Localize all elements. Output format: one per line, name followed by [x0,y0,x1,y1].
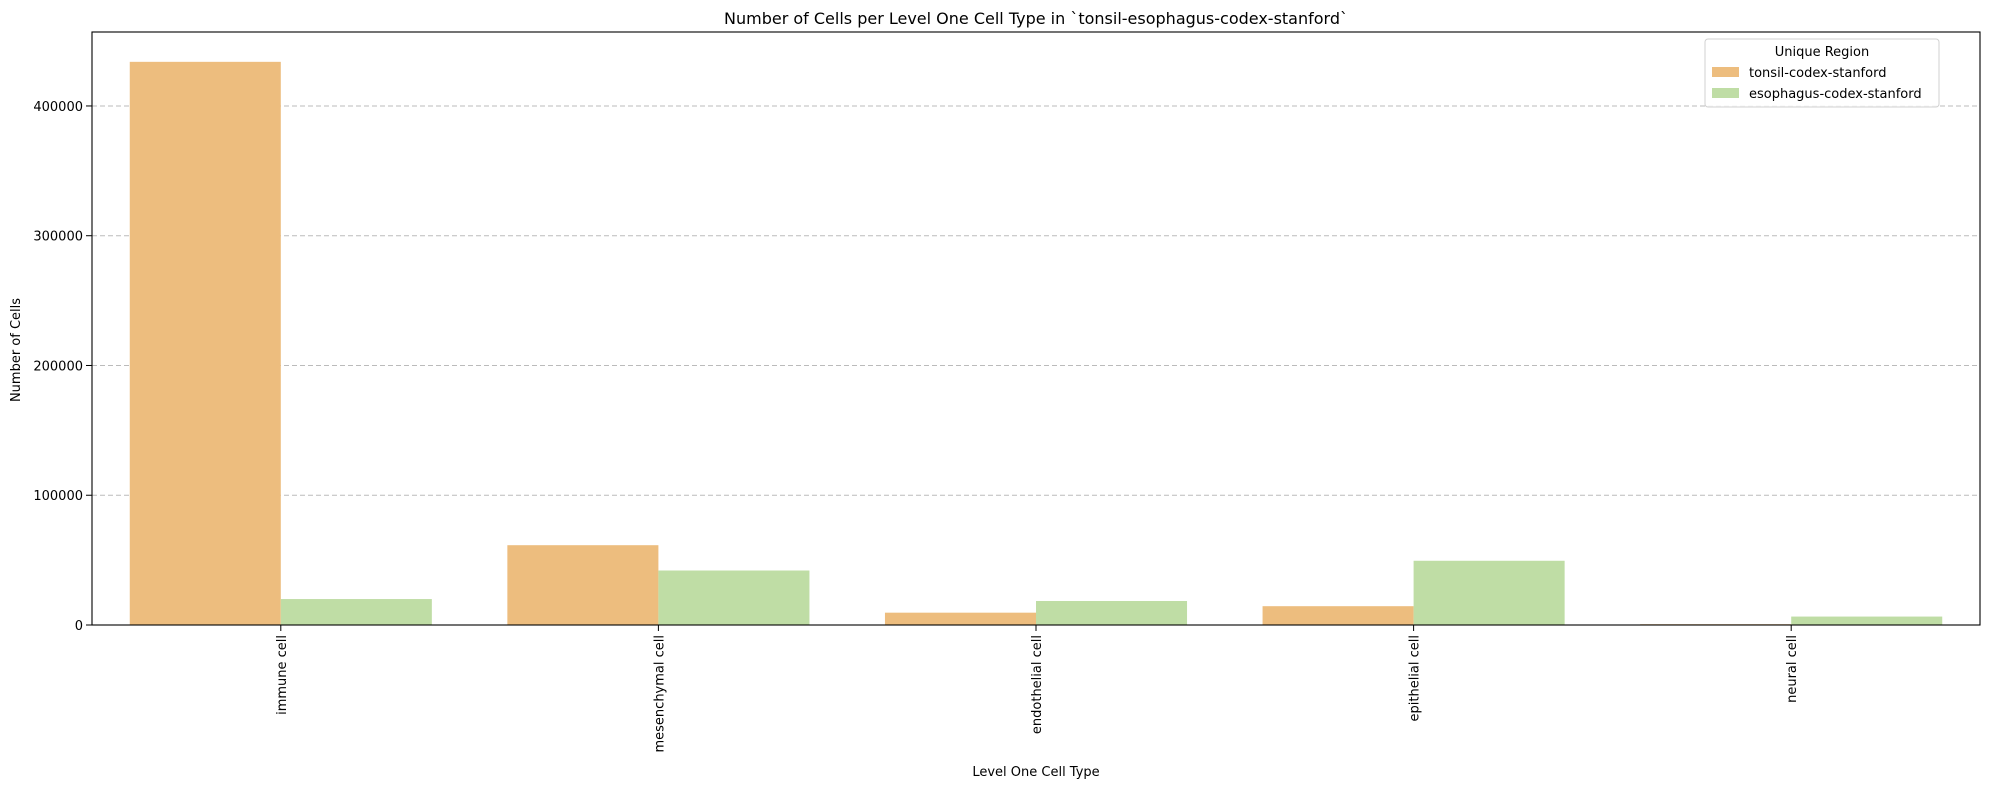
bar-esophagus-endothelial-cell [1036,600,1188,625]
bar-tonsil-epithelial-cell [1262,606,1414,625]
bars [129,61,1943,625]
y-tick-label: 300000 [33,230,83,245]
y-tick-label: 400000 [33,100,83,115]
plot-frame [91,31,1981,626]
bar-tonsil-immune-cell [129,61,281,625]
bar-esophagus-neural-cell [1791,616,1943,625]
axes: 0 100000 200000 300000 400000 immune cell mese… [33,31,1981,753]
x-tick-label: mesenchymal cell [652,635,667,753]
legend-label-tonsil: tonsil-codex-stanford [1749,66,1886,81]
legend-frame [1704,38,1940,108]
x-tick-label: epithelial cell [1408,635,1423,722]
legend-swatch-tonsil [1712,67,1739,77]
bar-esophagus-immune-cell [280,599,432,625]
y-tick-label: 200000 [33,359,83,374]
legend-swatch-esophagus [1712,88,1739,98]
legend: Unique Region tonsil-codex-stanford esop… [1704,38,1940,108]
bar-esophagus-mesenchymal-cell [658,570,810,625]
bar-tonsil-mesenchymal-cell [507,545,659,625]
x-axis-label: Level One Cell Type [972,765,1099,780]
bar-esophagus-epithelial-cell [1413,560,1565,625]
legend-title: Unique Region [1775,45,1870,60]
grid [92,105,1980,496]
legend-label-esophagus: esophagus-codex-stanford [1749,87,1922,102]
x-tick-label: endothelial cell [1030,635,1045,734]
y-axis-label: Number of Cells [9,298,24,402]
chart-title: Number of Cells per Level One Cell Type … [724,9,1348,28]
x-tick-label: immune cell [275,635,290,715]
y-tick-label: 100000 [33,489,83,504]
bar-tonsil-endothelial-cell [884,612,1036,625]
x-tick-label: neural cell [1785,635,1800,703]
y-tick-label: 0 [75,619,83,634]
